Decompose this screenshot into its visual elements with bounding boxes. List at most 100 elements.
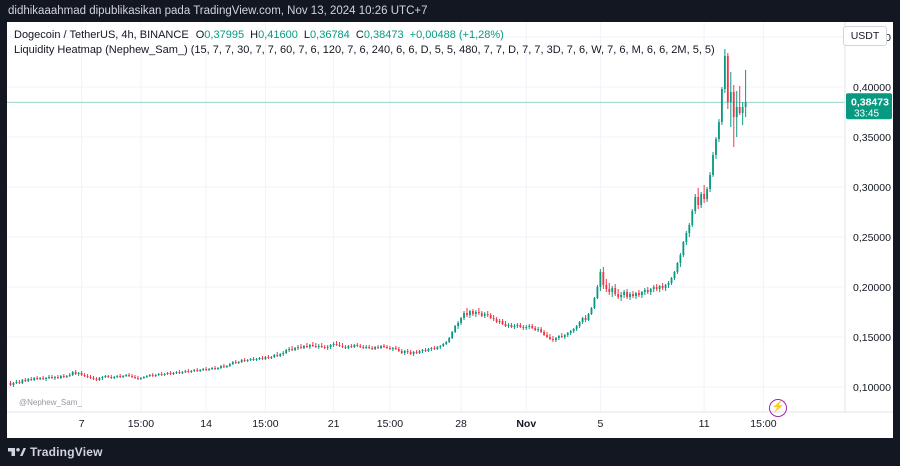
candle-body[interactable] [483,314,486,316]
candle-body[interactable] [276,355,279,356]
candle-body[interactable] [273,355,276,357]
candle-body[interactable] [652,287,655,289]
candle-body[interactable] [95,379,98,380]
candle-body[interactable] [107,376,110,377]
candle-body[interactable] [614,288,617,294]
candle-body[interactable] [741,107,744,113]
candle-body[interactable] [116,376,119,377]
candle-body[interactable] [202,369,205,370]
candle-body[interactable] [119,376,122,377]
candle-body[interactable] [181,372,184,373]
candle-body[interactable] [15,382,18,383]
candle-body[interactable] [723,56,726,89]
candle-body[interactable] [697,197,700,205]
candle-body[interactable] [664,285,667,288]
candle-body[interactable] [196,370,199,371]
candle-body[interactable] [649,289,652,292]
candle-body[interactable] [433,348,436,349]
candle-body[interactable] [715,139,717,155]
candle-body[interactable] [45,378,47,379]
candle-body[interactable] [584,318,587,320]
tradingview-logo-icon[interactable] [8,446,26,458]
candle-body[interactable] [148,375,151,376]
candle-body[interactable] [474,312,477,314]
candle-body[interactable] [439,346,442,347]
candle-body[interactable] [347,346,350,348]
candle-body[interactable] [403,351,406,353]
candle-body[interactable] [160,374,163,375]
candle-body[interactable] [71,372,74,375]
candle-body[interactable] [199,370,202,371]
candle-body[interactable] [442,344,445,346]
candle-body[interactable] [400,351,403,353]
candle-body[interactable] [33,378,36,380]
candle-body[interactable] [222,366,225,367]
candle-body[interactable] [635,293,637,296]
candle-body[interactable] [291,349,294,350]
candle-body[interactable] [255,359,258,360]
candle-body[interactable] [122,376,125,377]
candle-body[interactable] [386,347,388,348]
candle-body[interactable] [270,357,273,358]
candle-body[interactable] [243,360,246,361]
candle-body[interactable] [560,336,563,337]
symbol-title[interactable]: Dogecoin / TetherUS, 4h, BINANCE [14,29,189,41]
candle-body[interactable] [30,379,33,380]
candle-body[interactable] [317,346,320,347]
candle-body[interactable] [703,194,706,199]
candle-body[interactable] [421,350,424,351]
candle-body[interactable] [341,346,344,347]
candle-body[interactable] [104,376,107,377]
candle-body[interactable] [543,332,545,335]
candle-body[interactable] [240,360,243,362]
candle-body[interactable] [406,351,409,352]
candle-body[interactable] [572,329,575,331]
candle-body[interactable] [593,298,596,308]
candle-body[interactable] [137,378,139,379]
candle-body[interactable] [424,350,427,351]
candle-body[interactable] [519,325,522,327]
candle-body[interactable] [540,329,543,332]
lightning-icon[interactable]: ⚡ [769,399,787,417]
candle-body[interactable] [531,326,534,328]
candle-body[interactable] [445,342,448,344]
candle-body[interactable] [617,294,620,297]
candle-body[interactable] [131,376,133,377]
candle-body[interactable] [569,331,572,333]
candle-body[interactable] [65,376,68,377]
candle-body[interactable] [546,335,548,337]
candle-body[interactable] [300,347,302,348]
candle-body[interactable] [80,373,83,375]
candle-body[interactable] [709,175,711,189]
candle-body[interactable] [670,278,673,283]
candle-body[interactable] [466,313,468,315]
candle-body[interactable] [480,313,483,316]
candle-body[interactable] [685,233,688,242]
candle-body[interactable] [691,211,694,225]
candle-body[interactable] [566,333,569,335]
candle-body[interactable] [726,56,729,102]
candle-body[interactable] [9,383,12,385]
candle-body[interactable] [42,378,45,379]
candle-body[interactable] [27,379,30,381]
candle-body[interactable] [374,347,377,349]
candle-body[interactable] [735,107,738,117]
candle-body[interactable] [178,372,181,373]
candle-body[interactable] [643,290,646,292]
chart-panel[interactable]: 0,450000,400000,350000,300000,250000,200… [7,22,893,438]
candle-body[interactable] [92,378,95,379]
candle-body[interactable] [632,294,634,296]
candle-body[interactable] [252,359,255,360]
candle-body[interactable] [54,377,56,378]
candle-body[interactable] [394,348,397,349]
candle-body[interactable] [658,286,661,289]
candle-body[interactable] [139,378,142,379]
candle-body[interactable] [430,348,433,349]
candle-body[interactable] [338,345,341,346]
candle-body[interactable] [166,373,169,374]
indicator-row[interactable]: Liquidity Heatmap (Nephew_Sam_) (15, 7, … [14,43,715,58]
candle-body[interactable] [623,292,626,295]
candle-body[interactable] [549,337,551,339]
candle-body[interactable] [356,345,359,346]
candle-body[interactable] [537,329,540,330]
